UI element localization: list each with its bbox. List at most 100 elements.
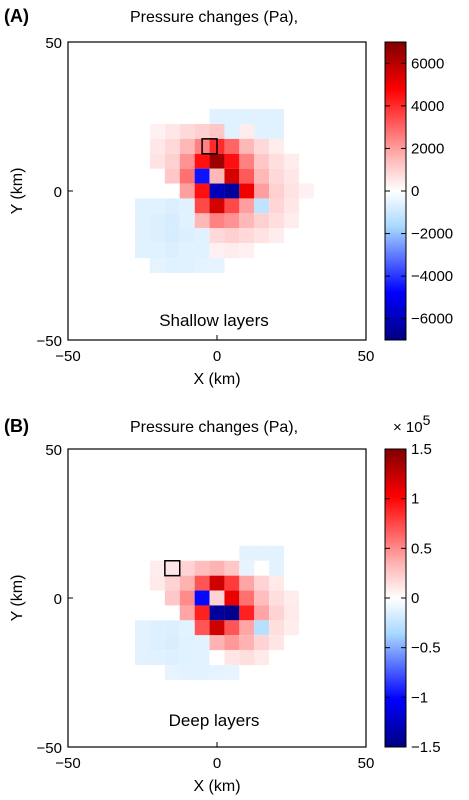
heatmap-cell	[179, 243, 195, 259]
colorbar-tick-label: −4000	[411, 268, 453, 285]
heatmap-cell	[269, 183, 285, 199]
heatmap-cell	[209, 213, 225, 229]
panel-b-ylabel: Y (km)	[9, 575, 26, 622]
heatmap-cell	[179, 138, 195, 154]
heatmap-cell	[194, 590, 210, 606]
heatmap-cell	[194, 243, 210, 259]
heatmap-cell	[149, 213, 165, 229]
heatmap-cell	[194, 183, 210, 199]
panel-b-label: (B)	[4, 416, 29, 436]
heatmap-cell	[239, 560, 255, 576]
panel-a-xtick-3: 50	[358, 348, 375, 365]
location-marker	[164, 560, 181, 577]
heatmap-cell	[164, 560, 180, 576]
heatmap-cell	[254, 635, 270, 651]
panel-b-xtick-1: −50	[55, 755, 80, 772]
heatmap-cell	[224, 183, 240, 199]
heatmap-cell	[254, 620, 270, 636]
heatmap-cell	[209, 153, 225, 169]
heatmap-cell	[164, 228, 180, 244]
heatmap-cell	[135, 198, 150, 214]
heatmap-cell	[224, 590, 240, 606]
heatmap-cell	[149, 153, 165, 169]
heatmap-cell	[269, 228, 285, 244]
heatmap-cell	[194, 665, 210, 680]
heatmap-cell	[254, 575, 270, 591]
heatmap-cell	[224, 560, 240, 576]
heatmap-cell	[269, 590, 285, 606]
heatmap-cell	[239, 575, 255, 591]
panel-b-annotation: Deep layers	[169, 711, 260, 730]
heatmap-cell	[239, 213, 255, 229]
heatmap-cell	[149, 123, 165, 139]
panel-a-ytick-2: 0	[54, 184, 62, 201]
heatmap-cell	[239, 620, 255, 636]
heatmap-cell	[164, 153, 180, 169]
heatmap-cell	[209, 243, 225, 259]
heatmap-cell	[209, 109, 225, 124]
heatmap-cell	[284, 620, 299, 636]
colorbar-tick-label: −1.5	[411, 739, 441, 756]
panel-a: (A) Pressure changes (Pa), Shallow layer…	[4, 6, 453, 388]
heatmap-cell	[179, 183, 195, 199]
heatmap-cell	[209, 183, 225, 199]
panel-b-ytick-2: 0	[54, 591, 62, 608]
heatmap-cell	[209, 168, 225, 184]
panel-a-xtick-2: 0	[213, 348, 221, 365]
heatmap-cell	[254, 198, 270, 214]
panel-b-plot	[67, 448, 367, 748]
heatmap-cell	[179, 228, 195, 244]
heatmap-cell	[209, 258, 225, 273]
heatmap-cell	[254, 590, 270, 606]
heatmap-cell	[135, 635, 150, 651]
heatmap-cell	[209, 590, 225, 606]
heatmap-cell	[194, 635, 210, 651]
panel-b-axes-frame	[67, 448, 367, 748]
heatmap-cell	[164, 168, 180, 184]
heatmap-cell	[135, 243, 150, 259]
heatmap-cell	[194, 213, 210, 229]
panel-a-colorbar: 6000 4000 2000 0 −2000 −4000 −6000	[384, 41, 453, 341]
panel-b-multiplier-exp: 5	[423, 412, 431, 428]
panel-a-ytick-1: 50	[45, 35, 62, 52]
heatmap-cell	[224, 109, 240, 124]
heatmap-cell	[194, 258, 210, 273]
heatmap-cell	[269, 123, 285, 139]
panel-b-ytick-1: 50	[45, 442, 62, 459]
heatmap-cell	[284, 153, 299, 169]
heatmap-cell	[164, 213, 180, 229]
heatmap-cell	[239, 123, 255, 139]
heatmap-cell	[179, 560, 195, 576]
colorbar-tick-label: −0.5	[411, 640, 441, 657]
heatmap-cell	[254, 153, 270, 169]
heatmap-cell	[179, 605, 195, 621]
heatmap-cell	[164, 123, 180, 139]
heatmap-cell	[269, 560, 285, 576]
heatmap-cell	[149, 243, 165, 259]
heatmap-cell	[179, 665, 195, 680]
heatmap-cell	[194, 153, 210, 169]
colorbar-tick-label: −2000	[411, 226, 453, 243]
heatmap-cell	[254, 228, 270, 244]
heatmap-cell	[224, 198, 240, 214]
panel-b-xtick-2: 0	[213, 755, 221, 772]
panel-a-ytick-3: −50	[37, 333, 62, 350]
heatmap-cell	[179, 213, 195, 229]
panel-a-axes-frame	[67, 41, 367, 341]
heatmap-cell	[179, 198, 195, 214]
heatmap-cell	[269, 153, 285, 169]
heatmap-cell	[209, 198, 225, 214]
heatmap-cell	[179, 575, 195, 591]
heatmap-cell	[298, 183, 314, 199]
panel-b: (B) Pressure changes (Pa), Deep layers −…	[4, 412, 441, 795]
heatmap-cell	[179, 168, 195, 184]
panel-b-colorbar: 1.5 1 0.5 0 −0.5 −1 −1.5	[384, 441, 441, 756]
heatmap-cell	[224, 665, 240, 680]
heatmap-cell	[269, 575, 285, 591]
panel-a-annotation: Shallow layers	[159, 311, 269, 330]
heatmap-cell	[179, 590, 195, 606]
colorbar-tick-label: 1	[411, 491, 419, 508]
heatmap-cell	[284, 605, 299, 621]
heatmap-cell	[209, 228, 225, 244]
panel-a-ylabel: Y (km)	[9, 168, 26, 215]
